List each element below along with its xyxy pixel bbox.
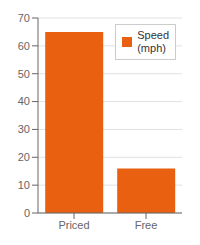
svg-text:10: 10	[18, 179, 30, 191]
svg-text:60: 60	[18, 40, 30, 52]
svg-text:40: 40	[18, 95, 30, 107]
svg-text:30: 30	[18, 123, 30, 135]
svg-text:0: 0	[24, 207, 30, 219]
svg-text:Priced: Priced	[58, 219, 89, 231]
html-text:Speed: Speed	[137, 29, 169, 41]
html-text:(mph): (mph)	[137, 42, 166, 54]
svg-text:50: 50	[18, 68, 30, 80]
svg-text:70: 70	[18, 12, 30, 24]
svg-text:20: 20	[18, 151, 30, 163]
svg-text:Free: Free	[135, 219, 158, 231]
